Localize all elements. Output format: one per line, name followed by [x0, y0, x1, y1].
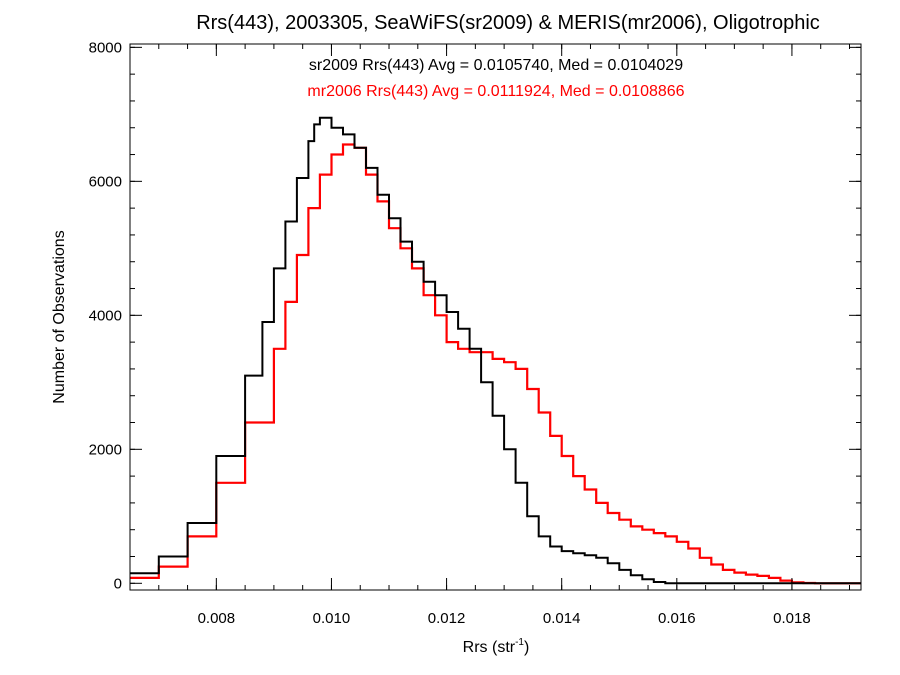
x-axis-label-close: )	[524, 639, 529, 656]
y-tick-label: 8000	[89, 39, 122, 56]
y-tick-label: 2000	[89, 441, 122, 458]
x-axis-label-sup: -1	[515, 637, 524, 648]
x-tick-label: 0.008	[198, 610, 236, 627]
x-tick-label: 0.012	[428, 610, 466, 627]
chart-title: Rrs(443), 2003305, SeaWiFS(sr2009) & MER…	[196, 12, 820, 34]
series-line-sr2009	[130, 116, 861, 585]
annotation-mr2006: mr2006 Rrs(443) Avg = 0.0111924, Med = 0…	[307, 83, 684, 100]
x-tick-label: 0.018	[773, 610, 811, 627]
annotation-sr2009: sr2009 Rrs(443) Avg = 0.0105740, Med = 0…	[309, 57, 683, 74]
x-tick-label: 0.016	[658, 610, 696, 627]
series-layer	[130, 116, 861, 585]
y-tick-label: 0	[114, 575, 122, 592]
x-axis-ticks: 0.008 0.010 0.012 0.014 0.016 0.018	[158, 44, 850, 627]
x-tick-label: 0.010	[313, 610, 351, 627]
y-tick-label: 6000	[89, 173, 122, 190]
x-tick-label: 0.014	[543, 610, 581, 627]
series-line-mr2006	[130, 143, 861, 585]
y-axis-ticks: 0 2000 4000 6000 8000	[89, 39, 861, 592]
x-axis-label-text: Rrs (str	[463, 639, 516, 656]
plot-frame	[129, 43, 862, 591]
y-tick-label: 4000	[89, 307, 122, 324]
x-axis-label: Rrs (str-1)	[463, 637, 530, 656]
y-axis-label: Number of Observations	[51, 230, 68, 403]
